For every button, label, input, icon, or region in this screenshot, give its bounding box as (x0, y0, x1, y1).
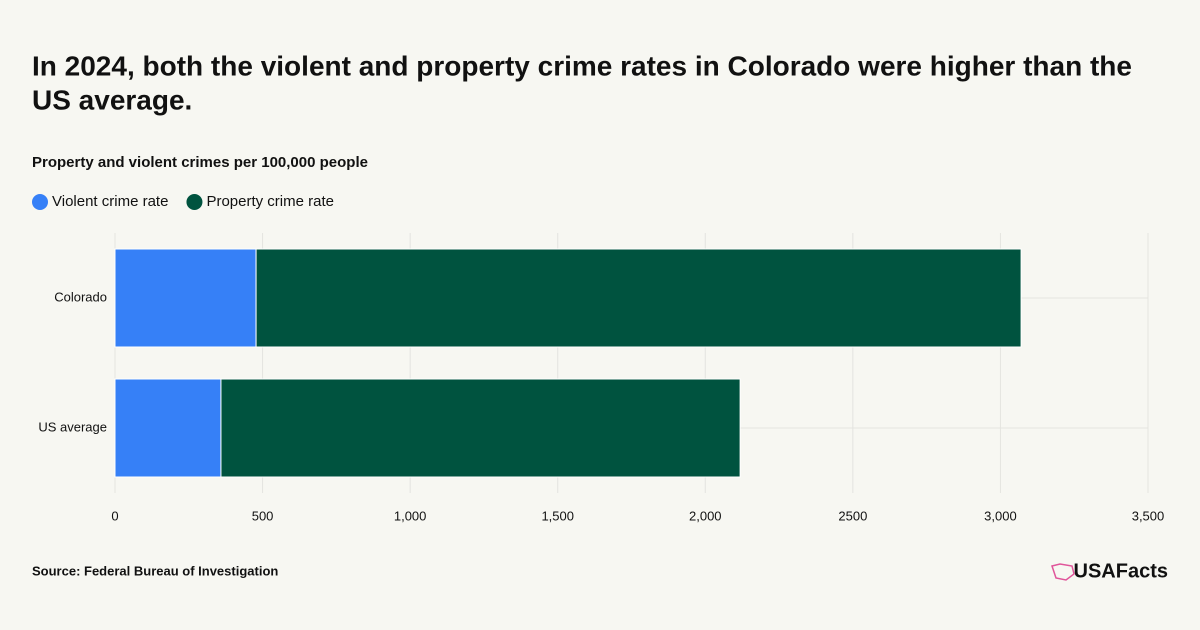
chart-subtitle: Property and violent crimes per 100,000 … (32, 154, 368, 171)
y-tick-label: Colorado (54, 289, 107, 304)
x-tick-label: 3,000 (984, 508, 1017, 523)
legend-swatch (32, 194, 48, 210)
x-tick-label: 0 (111, 508, 118, 523)
y-tick-label: US average (38, 419, 107, 434)
bar-segment (114, 248, 257, 348)
x-tick-label: 500 (252, 508, 274, 523)
x-tick-label: 3,500 (1132, 508, 1165, 523)
x-tick-label: 1,000 (394, 508, 427, 523)
bar-segment (114, 378, 222, 478)
legend-label: Violent crime rate (52, 193, 168, 210)
logo-icon (1051, 563, 1075, 581)
logo: USAFacts (1074, 560, 1168, 582)
chart-title: In 2024, both the violent and property c… (32, 50, 1132, 81)
legend-swatch (186, 194, 203, 210)
bar-segment (255, 248, 1022, 348)
legend-label: Property crime rate (206, 193, 334, 210)
bar-segment (220, 378, 741, 478)
x-tick-label: 2,000 (689, 508, 722, 523)
chart-title: US average. (32, 84, 192, 115)
x-tick-label: 2500 (838, 508, 867, 523)
x-tick-label: 1,500 (541, 508, 574, 523)
source: Source: Federal Bureau of Investigation (32, 563, 278, 578)
